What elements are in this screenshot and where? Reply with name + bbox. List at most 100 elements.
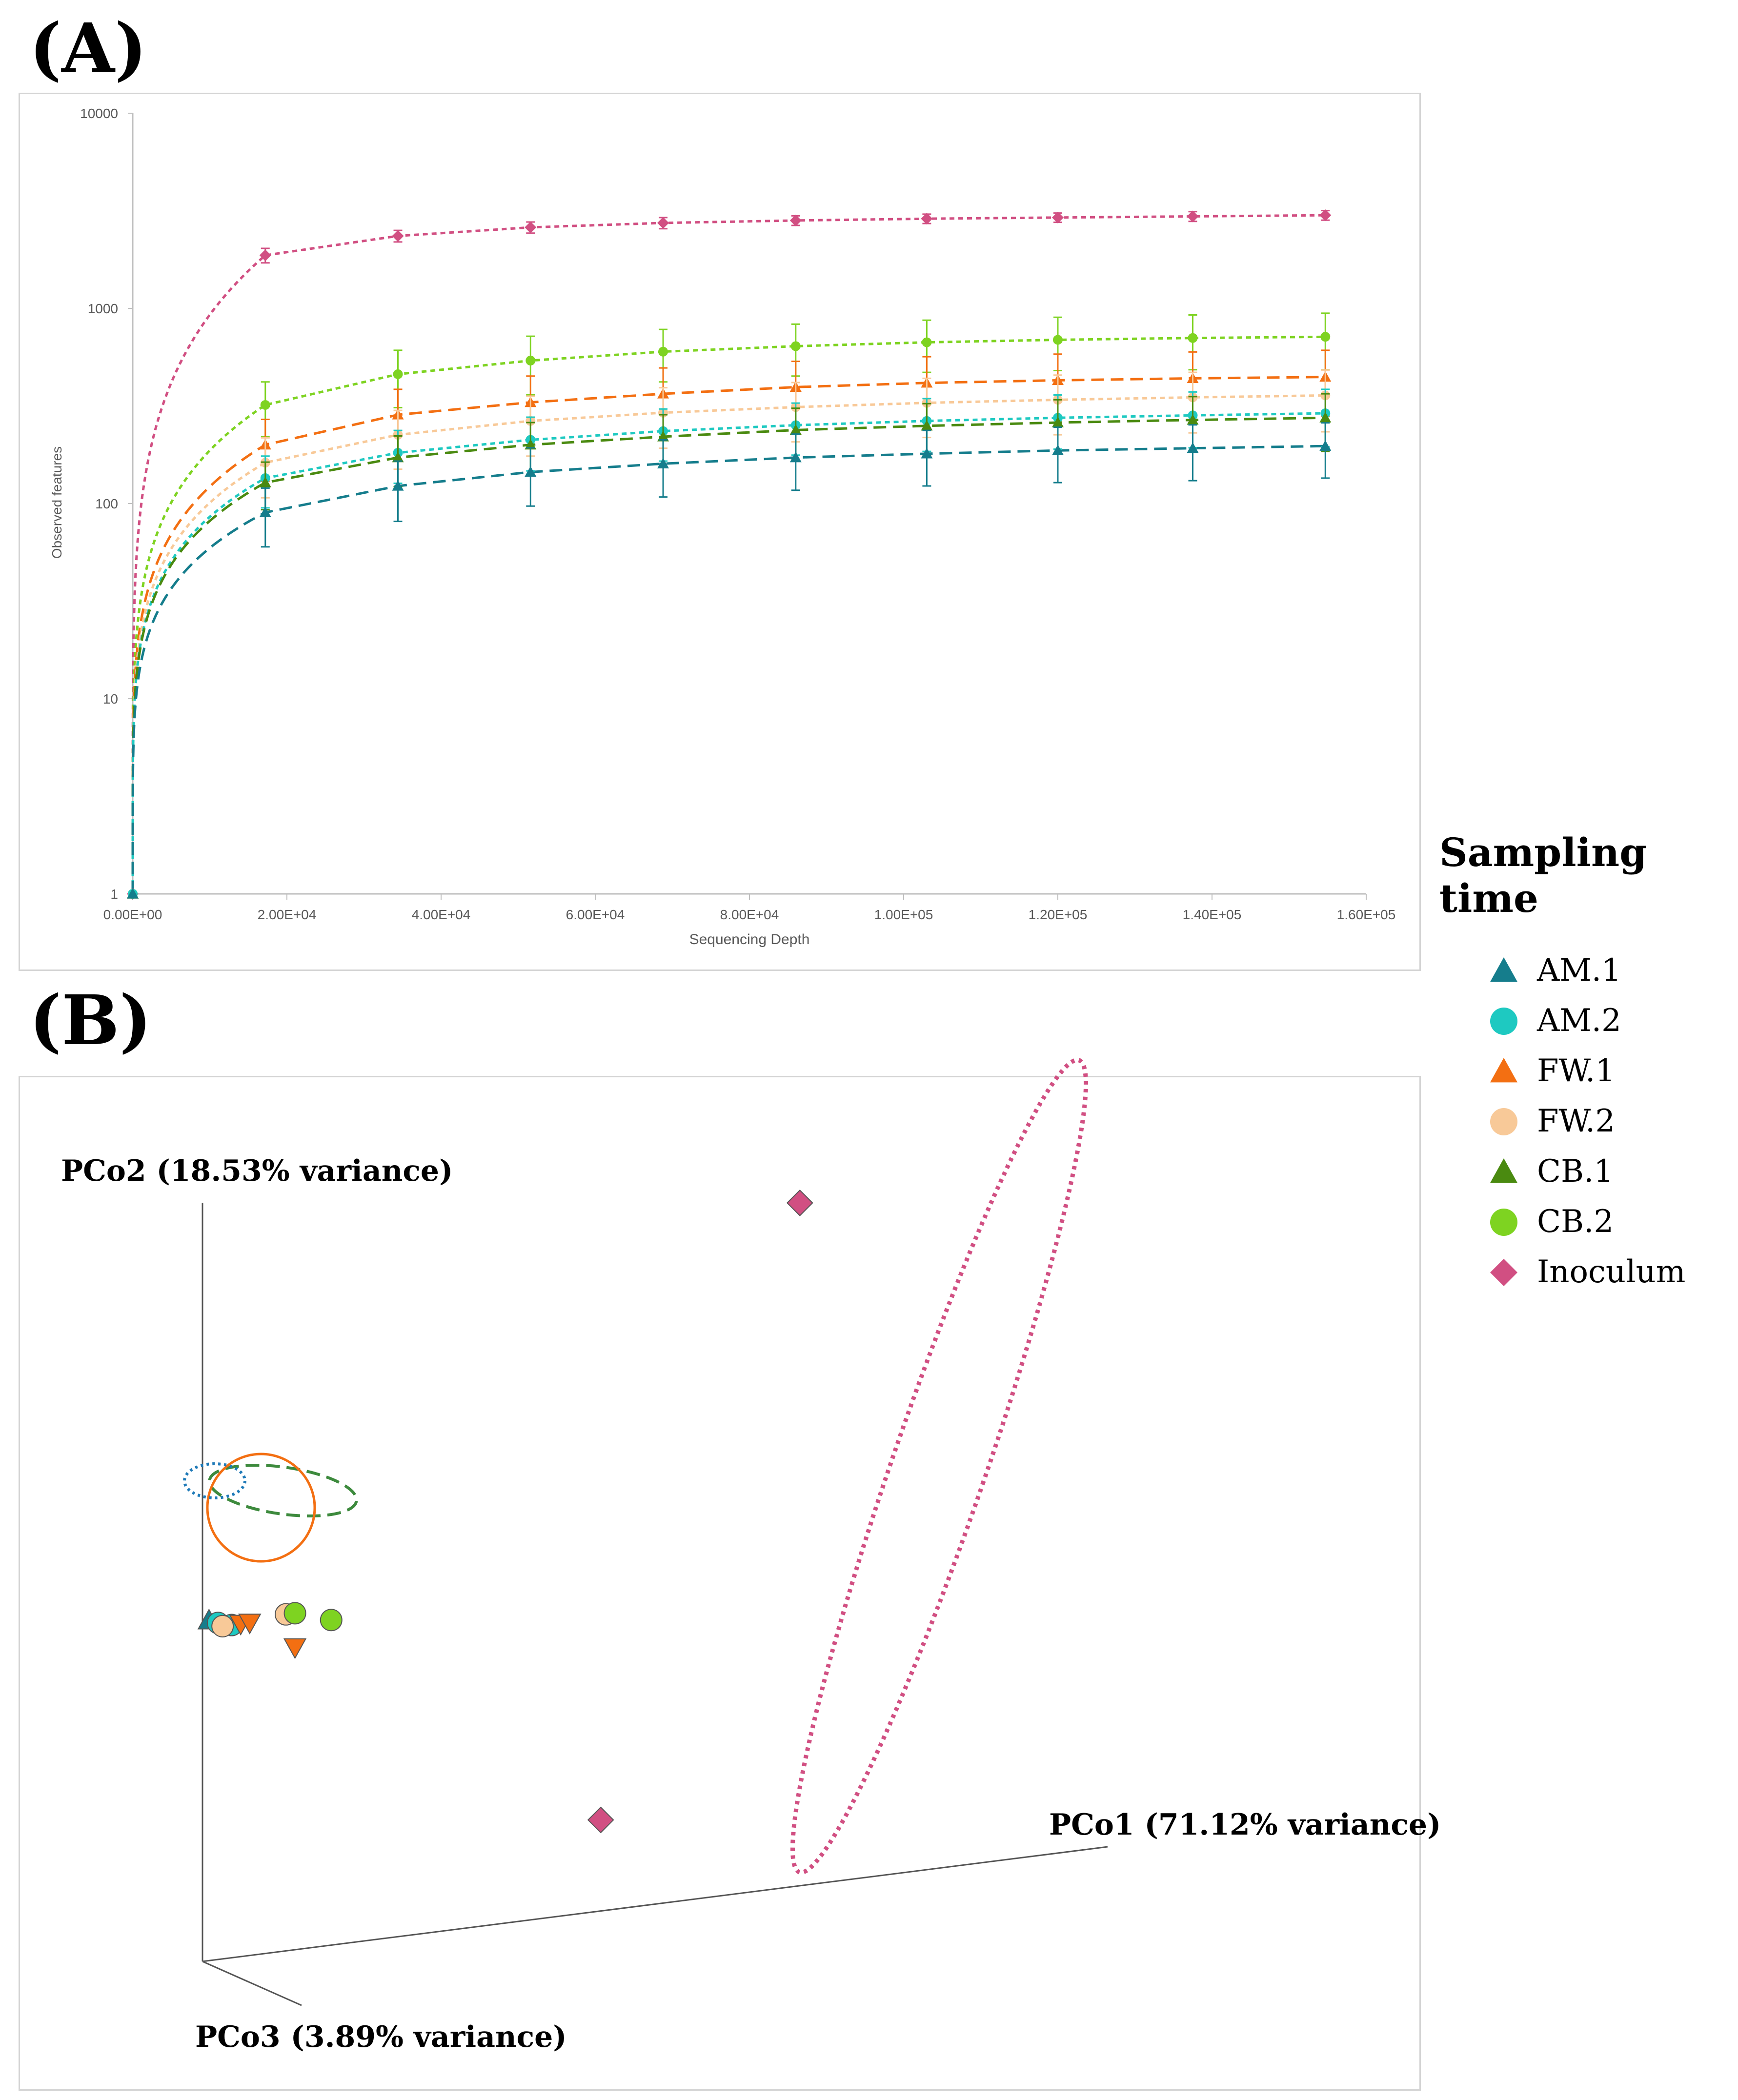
x-axis-label: Sequencing Depth [689, 931, 810, 948]
pcoa-point-inoculum [587, 1806, 614, 1834]
rarefaction-curves [131, 214, 1326, 894]
legend-item-inoculum: Inoculum [1439, 1247, 1732, 1297]
legend-label: CB.1 [1537, 1153, 1614, 1190]
data-point-cb-1 [1319, 412, 1332, 423]
data-point-inoculum [789, 214, 802, 226]
x-tick-label: 1.40E+05 [1183, 907, 1242, 922]
data-point-am-1 [657, 458, 669, 468]
pco3-axis-line [202, 1960, 302, 2006]
data-point-cb-2 [790, 341, 801, 351]
data-point-inoculum [657, 217, 669, 229]
legend-marker-shape [1490, 957, 1517, 982]
legend-title: Sampling time [1439, 829, 1647, 921]
fw-ellipse [206, 1453, 316, 1563]
legend-label: Inoculum [1537, 1254, 1686, 1290]
data-point-inoculum [1187, 210, 1199, 222]
legend-label: FW.2 [1537, 1103, 1616, 1139]
data-point-cb-1 [259, 477, 271, 487]
pco1-axis-label: PCo1 (71.12% variance) [1049, 1808, 1441, 1842]
legend-label: AM.1 [1537, 952, 1621, 989]
data-point-inoculum [1319, 209, 1332, 222]
data-point-am-1 [525, 466, 537, 477]
data-point-am-1 [127, 888, 139, 899]
data-point-inoculum [1052, 211, 1064, 223]
data-point-cb-1 [657, 431, 669, 442]
y-axis-label: Observed features [49, 446, 64, 559]
data-point-cb-2 [1320, 332, 1331, 342]
data-point-inoculum [392, 230, 404, 242]
legend-marker-shape [1490, 1209, 1517, 1236]
data-point-cb-1 [921, 420, 933, 431]
panel-label-b: (B) [29, 981, 152, 1061]
legend-item-cb-1: CB.1 [1439, 1147, 1732, 1197]
data-point-cb-2 [525, 356, 536, 366]
legend-marker-icon [1490, 1108, 1517, 1135]
data-point-am-1 [1052, 444, 1064, 455]
series-line-cb-2 [131, 335, 1326, 894]
legend-marker-icon [1490, 1209, 1517, 1236]
data-point-cb-1 [1187, 414, 1199, 425]
data-point-am-1 [392, 480, 404, 491]
data-point-cb-2 [393, 369, 403, 379]
data-point-cb-1 [392, 451, 404, 463]
legend-marker-shape [1490, 1158, 1517, 1183]
series-line-inoculum [131, 214, 1326, 894]
legend-item-am-1: AM.1 [1439, 946, 1732, 996]
legend-item-fw-2: FW.2 [1439, 1096, 1732, 1147]
data-point-inoculum [525, 222, 537, 234]
x-tick-label: 1.20E+05 [1029, 907, 1088, 922]
data-point-am-1 [1319, 440, 1332, 451]
series-line-cb-1 [131, 416, 1326, 894]
legend-marker-shape [1490, 1058, 1517, 1083]
legend-marker-icon [1490, 1058, 1517, 1083]
data-point-inoculum [259, 249, 271, 262]
legend-item-cb-2: CB.2 [1439, 1197, 1732, 1247]
y-tick-label: 1 [110, 887, 118, 902]
legend-marker-shape [1490, 1259, 1517, 1286]
x-tick-label: 1.60E+05 [1337, 907, 1396, 922]
panel-a-frame [19, 93, 1421, 971]
x-tick-label: 6.00E+04 [566, 907, 625, 922]
inoculum-ellipse [790, 1057, 1089, 1875]
panel-label-a: (A) [29, 9, 147, 89]
data-point-cb-1 [789, 424, 802, 435]
data-point-am-1 [789, 451, 802, 463]
series-line-am-2 [131, 412, 1326, 894]
rarefaction-axes: 1 10 100 1000 10000 0.00E+00 2.00E+04 4.00E+04 6… [80, 106, 1395, 922]
legend-marker-icon [1490, 1008, 1517, 1035]
pcoa-points [197, 1189, 813, 1834]
y-tick-label: 1000 [88, 301, 118, 316]
pco2-axis-label: PCo2 (18.53% variance) [61, 1154, 453, 1188]
legend-marker-shape [1490, 1108, 1517, 1135]
pcoa-point-cb-2 [283, 1602, 306, 1625]
x-tick-label: 1.00E+05 [874, 907, 933, 922]
series-line-fw-1 [131, 376, 1326, 894]
legend-marker-icon [1490, 1158, 1517, 1183]
y-tick-label: 10000 [80, 106, 118, 121]
legend: Sampling time AM.1 AM.2 FW.1 FW.2 CB.1 CB.2 In… [1439, 829, 1732, 1297]
data-point-inoculum [921, 213, 933, 225]
legend-item-am-2: AM.2 [1439, 996, 1732, 1046]
legend-marker-shape [1490, 1008, 1517, 1035]
legend-marker-icon [1490, 1259, 1517, 1286]
legend-label: FW.1 [1537, 1053, 1616, 1089]
x-tick-label: 4.00E+04 [412, 907, 471, 922]
legend-label: CB.2 [1537, 1204, 1614, 1240]
pcoa-point-fw-1 [238, 1614, 262, 1635]
data-point-cb-2 [1053, 335, 1063, 345]
x-tick-label: 2.00E+04 [258, 907, 317, 922]
data-point-cb-1 [525, 439, 537, 450]
pcoa-point-fw-2 [211, 1615, 234, 1637]
data-point-cb-2 [260, 400, 270, 410]
x-tick-label: 0.00E+00 [103, 907, 162, 922]
data-point-cb-2 [922, 337, 932, 347]
y-tick-label: 10 [103, 691, 118, 707]
y-tick-label: 100 [95, 496, 118, 511]
data-point-cb-1 [1052, 417, 1064, 427]
pco1-axis-line [202, 1846, 1108, 1962]
data-point-am-1 [259, 506, 271, 517]
legend-items: AM.1 AM.2 FW.1 FW.2 CB.1 CB.2 Inoculum [1439, 946, 1732, 1297]
pco3-axis-label: PCo3 (3.89% variance) [195, 2020, 567, 2054]
series-line-am-1 [131, 444, 1326, 894]
